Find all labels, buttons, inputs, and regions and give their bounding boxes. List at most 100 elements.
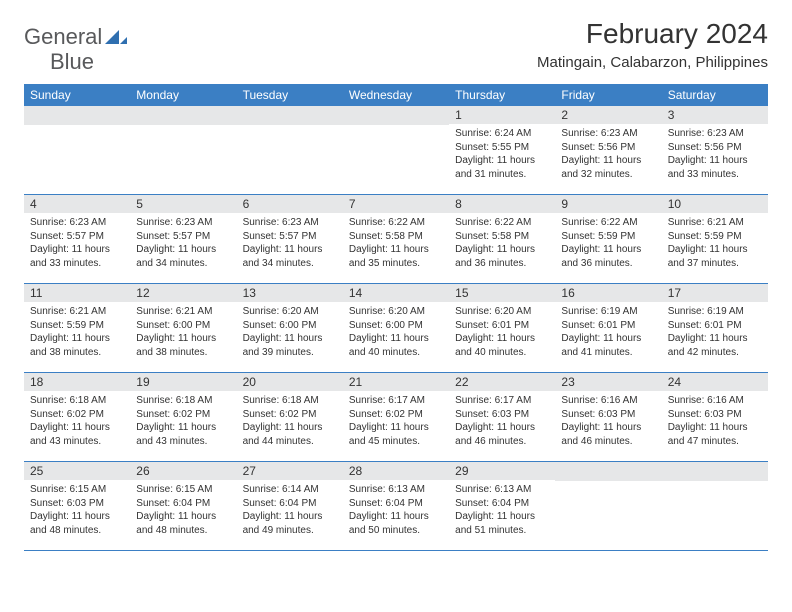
day-day1: Daylight: 11 hours bbox=[455, 510, 549, 524]
day-number: 3 bbox=[662, 106, 768, 124]
day-body: Sunrise: 6:15 AMSunset: 6:04 PMDaylight:… bbox=[130, 480, 236, 542]
day-sunset: Sunset: 6:04 PM bbox=[349, 497, 443, 511]
day-body: Sunrise: 6:18 AMSunset: 6:02 PMDaylight:… bbox=[130, 391, 236, 453]
empty-day-bar bbox=[24, 106, 130, 125]
day-cell: 18Sunrise: 6:18 AMSunset: 6:02 PMDayligh… bbox=[24, 373, 130, 461]
day-day1: Daylight: 11 hours bbox=[668, 332, 762, 346]
day-cell: 25Sunrise: 6:15 AMSunset: 6:03 PMDayligh… bbox=[24, 462, 130, 550]
day-body: Sunrise: 6:17 AMSunset: 6:02 PMDaylight:… bbox=[343, 391, 449, 453]
day-sunrise: Sunrise: 6:24 AM bbox=[455, 127, 549, 141]
empty-day-bar bbox=[130, 106, 236, 125]
day-sunset: Sunset: 6:00 PM bbox=[243, 319, 337, 333]
empty-day-bar bbox=[343, 106, 449, 125]
day-number: 18 bbox=[24, 373, 130, 391]
day-day2: and 36 minutes. bbox=[455, 257, 549, 271]
day-sunrise: Sunrise: 6:22 AM bbox=[561, 216, 655, 230]
day-cell bbox=[24, 106, 130, 194]
day-body: Sunrise: 6:20 AMSunset: 6:00 PMDaylight:… bbox=[237, 302, 343, 364]
day-number: 17 bbox=[662, 284, 768, 302]
day-number: 25 bbox=[24, 462, 130, 480]
day-day2: and 43 minutes. bbox=[136, 435, 230, 449]
day-sunrise: Sunrise: 6:13 AM bbox=[349, 483, 443, 497]
week-row: 1Sunrise: 6:24 AMSunset: 5:55 PMDaylight… bbox=[24, 106, 768, 195]
day-cell: 23Sunrise: 6:16 AMSunset: 6:03 PMDayligh… bbox=[555, 373, 661, 461]
day-day1: Daylight: 11 hours bbox=[349, 332, 443, 346]
day-body: Sunrise: 6:19 AMSunset: 6:01 PMDaylight:… bbox=[555, 302, 661, 364]
day-number: 8 bbox=[449, 195, 555, 213]
day-day1: Daylight: 11 hours bbox=[561, 243, 655, 257]
day-sunset: Sunset: 5:59 PM bbox=[668, 230, 762, 244]
day-day2: and 38 minutes. bbox=[136, 346, 230, 360]
day-day2: and 39 minutes. bbox=[243, 346, 337, 360]
day-day1: Daylight: 11 hours bbox=[243, 332, 337, 346]
day-cell: 5Sunrise: 6:23 AMSunset: 5:57 PMDaylight… bbox=[130, 195, 236, 283]
day-day2: and 38 minutes. bbox=[30, 346, 124, 360]
day-number: 1 bbox=[449, 106, 555, 124]
day-sunrise: Sunrise: 6:23 AM bbox=[243, 216, 337, 230]
day-day1: Daylight: 11 hours bbox=[136, 421, 230, 435]
day-cell: 24Sunrise: 6:16 AMSunset: 6:03 PMDayligh… bbox=[662, 373, 768, 461]
day-body: Sunrise: 6:23 AMSunset: 5:56 PMDaylight:… bbox=[662, 124, 768, 186]
day-day1: Daylight: 11 hours bbox=[136, 510, 230, 524]
day-day1: Daylight: 11 hours bbox=[455, 243, 549, 257]
day-sunrise: Sunrise: 6:14 AM bbox=[243, 483, 337, 497]
day-day1: Daylight: 11 hours bbox=[561, 332, 655, 346]
day-cell: 27Sunrise: 6:14 AMSunset: 6:04 PMDayligh… bbox=[237, 462, 343, 550]
week-row: 11Sunrise: 6:21 AMSunset: 5:59 PMDayligh… bbox=[24, 284, 768, 373]
day-day2: and 34 minutes. bbox=[136, 257, 230, 271]
day-cell: 4Sunrise: 6:23 AMSunset: 5:57 PMDaylight… bbox=[24, 195, 130, 283]
day-sunset: Sunset: 5:57 PM bbox=[136, 230, 230, 244]
title-block: February 2024 Matingain, Calabarzon, Phi… bbox=[537, 18, 768, 71]
day-sunrise: Sunrise: 6:16 AM bbox=[561, 394, 655, 408]
day-sunrise: Sunrise: 6:19 AM bbox=[561, 305, 655, 319]
day-day1: Daylight: 11 hours bbox=[349, 421, 443, 435]
day-day2: and 48 minutes. bbox=[30, 524, 124, 538]
day-day2: and 45 minutes. bbox=[349, 435, 443, 449]
day-day1: Daylight: 11 hours bbox=[136, 332, 230, 346]
day-day1: Daylight: 11 hours bbox=[136, 243, 230, 257]
day-sunrise: Sunrise: 6:18 AM bbox=[136, 394, 230, 408]
day-cell: 20Sunrise: 6:18 AMSunset: 6:02 PMDayligh… bbox=[237, 373, 343, 461]
day-sunset: Sunset: 6:00 PM bbox=[349, 319, 443, 333]
day-sunrise: Sunrise: 6:20 AM bbox=[243, 305, 337, 319]
day-cell: 9Sunrise: 6:22 AMSunset: 5:59 PMDaylight… bbox=[555, 195, 661, 283]
day-sunset: Sunset: 5:56 PM bbox=[668, 141, 762, 155]
week-row: 25Sunrise: 6:15 AMSunset: 6:03 PMDayligh… bbox=[24, 462, 768, 551]
day-cell bbox=[130, 106, 236, 194]
day-number: 10 bbox=[662, 195, 768, 213]
day-sunrise: Sunrise: 6:17 AM bbox=[349, 394, 443, 408]
day-body: Sunrise: 6:16 AMSunset: 6:03 PMDaylight:… bbox=[555, 391, 661, 453]
day-day1: Daylight: 11 hours bbox=[455, 421, 549, 435]
header: General Blue February 2024 Matingain, Ca… bbox=[24, 18, 768, 74]
day-sunset: Sunset: 6:04 PM bbox=[243, 497, 337, 511]
day-sunrise: Sunrise: 6:23 AM bbox=[136, 216, 230, 230]
day-day2: and 33 minutes. bbox=[668, 168, 762, 182]
day-number: 11 bbox=[24, 284, 130, 302]
day-number: 27 bbox=[237, 462, 343, 480]
day-day1: Daylight: 11 hours bbox=[30, 243, 124, 257]
day-body: Sunrise: 6:24 AMSunset: 5:55 PMDaylight:… bbox=[449, 124, 555, 186]
day-body: Sunrise: 6:22 AMSunset: 5:59 PMDaylight:… bbox=[555, 213, 661, 275]
day-sunset: Sunset: 5:59 PM bbox=[561, 230, 655, 244]
day-sunrise: Sunrise: 6:18 AM bbox=[30, 394, 124, 408]
day-cell: 21Sunrise: 6:17 AMSunset: 6:02 PMDayligh… bbox=[343, 373, 449, 461]
day-day2: and 46 minutes. bbox=[455, 435, 549, 449]
day-day2: and 50 minutes. bbox=[349, 524, 443, 538]
day-sunrise: Sunrise: 6:19 AM bbox=[668, 305, 762, 319]
day-sunrise: Sunrise: 6:20 AM bbox=[349, 305, 443, 319]
day-sunset: Sunset: 5:57 PM bbox=[30, 230, 124, 244]
day-cell: 19Sunrise: 6:18 AMSunset: 6:02 PMDayligh… bbox=[130, 373, 236, 461]
day-day1: Daylight: 11 hours bbox=[455, 332, 549, 346]
day-body: Sunrise: 6:20 AMSunset: 6:01 PMDaylight:… bbox=[449, 302, 555, 364]
day-sunset: Sunset: 6:03 PM bbox=[455, 408, 549, 422]
day-cell: 26Sunrise: 6:15 AMSunset: 6:04 PMDayligh… bbox=[130, 462, 236, 550]
day-body: Sunrise: 6:15 AMSunset: 6:03 PMDaylight:… bbox=[24, 480, 130, 542]
day-number: 29 bbox=[449, 462, 555, 480]
day-number: 21 bbox=[343, 373, 449, 391]
day-sunrise: Sunrise: 6:17 AM bbox=[455, 394, 549, 408]
day-cell: 8Sunrise: 6:22 AMSunset: 5:58 PMDaylight… bbox=[449, 195, 555, 283]
day-sunset: Sunset: 6:01 PM bbox=[455, 319, 549, 333]
day-sunrise: Sunrise: 6:23 AM bbox=[30, 216, 124, 230]
day-cell bbox=[662, 462, 768, 550]
day-day2: and 36 minutes. bbox=[561, 257, 655, 271]
